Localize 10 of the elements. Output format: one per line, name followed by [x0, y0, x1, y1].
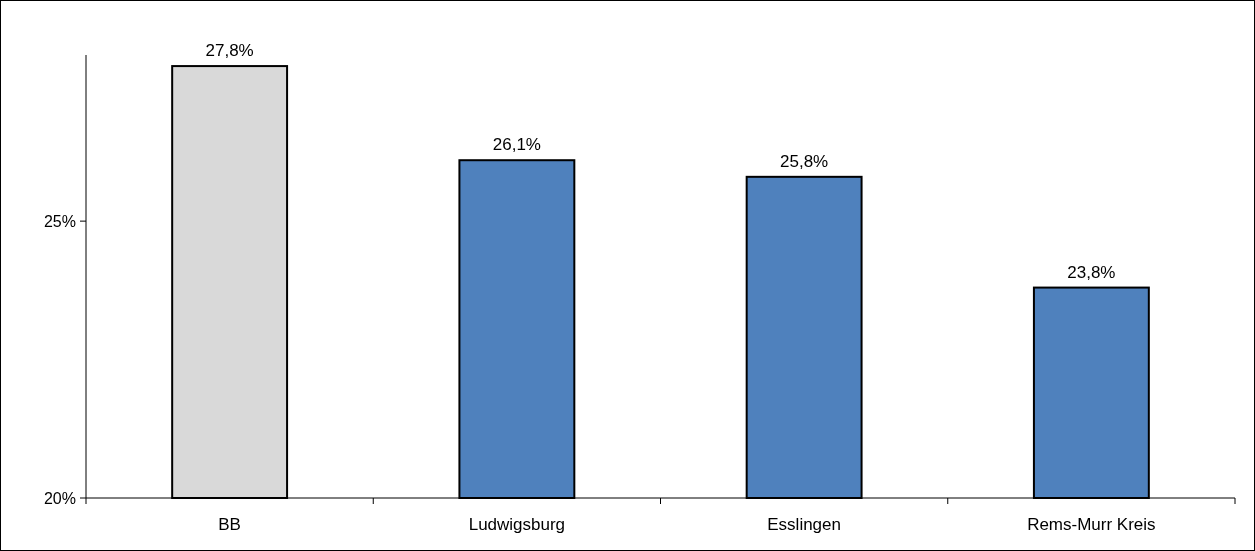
x-tick-label: BB	[218, 515, 241, 534]
data-label: 25,8%	[780, 151, 829, 171]
data-label: 26,1%	[492, 135, 541, 155]
data-label: 27,8%	[205, 41, 254, 61]
y-tick-label: 20%	[43, 489, 76, 507]
data-label: 23,8%	[1067, 262, 1116, 282]
x-tick-label: Esslingen	[767, 515, 841, 534]
x-tick-label: Ludwigsburg	[468, 515, 566, 534]
x-tick-label: Rems-Murr Kreis	[1027, 515, 1156, 534]
y-tick-label: 25%	[43, 212, 76, 230]
